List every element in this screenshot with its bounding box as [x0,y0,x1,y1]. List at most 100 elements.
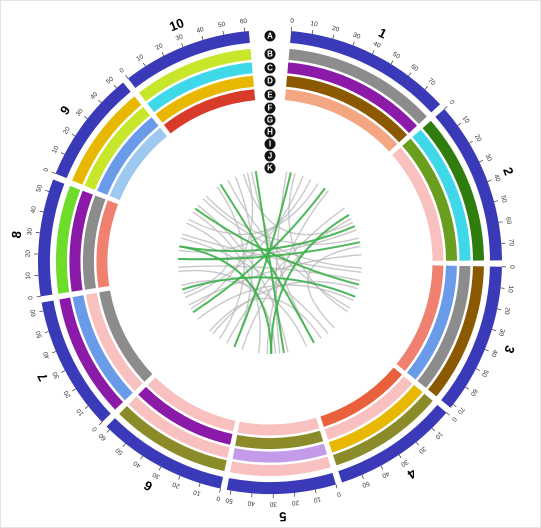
tick-mark [198,483,201,488]
link [183,222,229,295]
tick-label: 50 [391,51,401,61]
tick-mark [52,351,57,354]
tick-mark [465,386,469,390]
chromosome [441,266,502,408]
link [216,186,245,340]
tick-label: 20 [171,480,181,489]
ring-label: C [267,64,273,73]
tick-label: 40 [380,470,390,480]
tick-label: 30 [51,370,61,380]
tick-mark [178,475,181,480]
track-block [427,266,484,397]
chromosome [55,82,131,179]
tick-mark [61,370,66,373]
track-block [286,75,408,143]
ring-label-dot [264,75,276,87]
tick-label: 60 [504,217,512,226]
tick-mark [487,179,492,182]
link [197,204,289,353]
track-block [235,430,324,450]
tick-label: 30 [151,470,161,480]
tick-mark [161,52,165,56]
track-block [99,290,153,382]
tick-label: 30 [175,33,185,42]
tick-mark [469,140,473,144]
tick-mark [497,308,502,311]
tick-label: 10 [25,272,32,280]
track-block [324,376,413,440]
tick-label: 40 [30,205,38,214]
track-block [230,456,331,476]
tick-mark [431,427,436,432]
chromosome [41,300,111,423]
ring-label: H [267,128,273,137]
tick-label: 20 [25,250,32,258]
tick-label: 30 [352,32,362,41]
link [254,170,285,354]
tick-label: 40 [247,499,255,507]
tick-label: 20 [291,499,299,507]
tick-mark [415,441,419,446]
link [181,276,356,298]
tick-label: 40 [196,26,205,35]
tick-mark [181,43,184,48]
tick-mark [311,29,314,34]
tick-label: 50 [499,195,508,204]
track-block [97,117,159,195]
ring-label-dot [264,62,276,74]
track-block [147,377,236,432]
tick-mark [444,106,448,110]
tick-label: 30 [497,328,506,337]
tick-mark [222,30,224,35]
ring-label: D [267,77,273,86]
link [242,173,354,236]
ring-label: A [267,32,273,41]
ring-label: K [267,164,273,173]
tick-label: 10 [310,20,319,28]
link [178,265,361,282]
link [205,195,360,246]
chromosome [106,418,224,489]
ring-label-dot [264,30,276,42]
tick-mark [424,86,428,90]
ring-label: B [267,50,273,59]
tick-label: 0 [450,415,458,423]
tick-label: 40 [89,91,99,101]
track-block [147,62,253,113]
ring-label-dot [264,102,276,114]
tick-label: 0 [448,99,456,107]
link [194,207,360,286]
track-block [139,48,252,102]
tick-label: 50 [35,184,44,193]
tick-label: 30 [75,107,85,117]
tick-label: 30 [269,500,277,507]
track-block [406,265,457,380]
track-block [237,417,320,436]
tick-label: 0 [118,67,125,75]
track-block [56,185,81,294]
tick-label: 40 [372,40,382,50]
tick-label: 40 [489,348,498,358]
tick-mark [122,443,126,447]
ring-label-dot [264,48,276,60]
tick-mark [60,152,65,155]
ring-label-dot [264,162,276,174]
tick-mark [390,60,394,65]
tick-mark [229,490,232,495]
tick-mark [36,296,41,298]
tick-label: 10 [433,430,443,440]
tick-mark [380,465,384,470]
track-block [392,147,444,261]
tick-mark [72,388,76,392]
tick-mark [446,412,450,416]
track-block [320,367,402,427]
tick-label: 50 [114,446,124,456]
chromosome-label: 3 [501,343,518,355]
track-block [69,190,93,292]
tick-mark [45,189,50,192]
track-block [119,406,227,472]
tick-mark [335,484,338,489]
ring-label: F [268,104,273,113]
track-block [96,200,119,288]
tick-label: 20 [62,125,72,135]
